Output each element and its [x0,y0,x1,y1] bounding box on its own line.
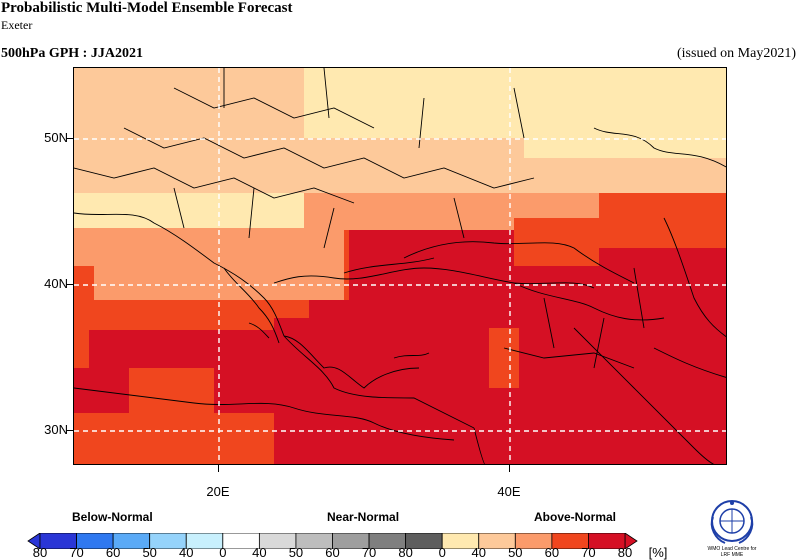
region-above-70-80-patch [489,328,519,388]
ylabel-40n: 40N [44,276,68,291]
colorbar-tick-label: 60 [325,545,340,560]
ylabel-30n: 30N [44,422,68,437]
colorbar-tick-label: 60 [105,545,121,560]
colorbar-tick-label: 70 [581,545,596,560]
xlabel-40e: 40E [497,484,521,499]
colorbar-tick-label: 80 [617,545,633,560]
xtick-40e [509,465,510,472]
ytick-40n [66,284,73,285]
colorbar [27,533,638,549]
region-above-80-sw [74,373,129,413]
chart-subtitle: Exeter [1,18,33,32]
ytick-30n [66,430,73,431]
legend-below-normal: Below-Normal [72,510,153,524]
colorbar-tick-label: 70 [361,545,377,560]
colorbar-tick-label: 40 [179,545,194,560]
colorbar-cells [39,533,626,549]
colorbar-tick-label: 80 [398,545,413,560]
colorbar-tick-label: 70 [69,545,84,560]
region-above-60-70-west [74,228,144,263]
wmo-logo-caption: WMO Lead Centre for LRF MME [707,546,757,558]
xlabel-20e: 20E [206,484,230,499]
issued-date: (issued on May2021) [677,46,796,61]
colorbar-cell [588,533,626,549]
colorbar-tick-label: 50 [288,545,304,560]
forecast-map [73,67,727,465]
colorbar-tick-label: 0 [219,545,227,560]
ylabel-50n: 50N [44,130,68,145]
colorbar-tick-label: 0 [438,545,446,560]
colorbar-tick-label: 40 [252,545,267,560]
region-above-80 [74,230,726,464]
graticule [74,68,726,464]
legend-above-normal: Above-Normal [534,510,617,524]
coastlines [74,68,726,464]
colorbar-tick-label: 50 [508,545,523,560]
region-above-50-60-north [74,68,726,193]
colorbar-tick-label: 40 [471,545,486,560]
legend-near-normal: Near-Normal [327,510,400,524]
variable-label: 500hPa GPH : JJA2021 [1,46,143,61]
colorbar-tick-label: 80 [32,545,48,560]
xtick-20e [218,465,219,472]
colorbar-tick-label: 60 [544,545,560,560]
wmo-logo [710,500,754,544]
colorbar-tick-label: 50 [142,545,157,560]
chart-title: Probabilistic Multi-Model Ensemble Forec… [1,0,293,16]
colorbar-unit-label: [%] [648,545,668,560]
map-canvas [74,68,726,464]
ytick-50n [66,138,73,139]
